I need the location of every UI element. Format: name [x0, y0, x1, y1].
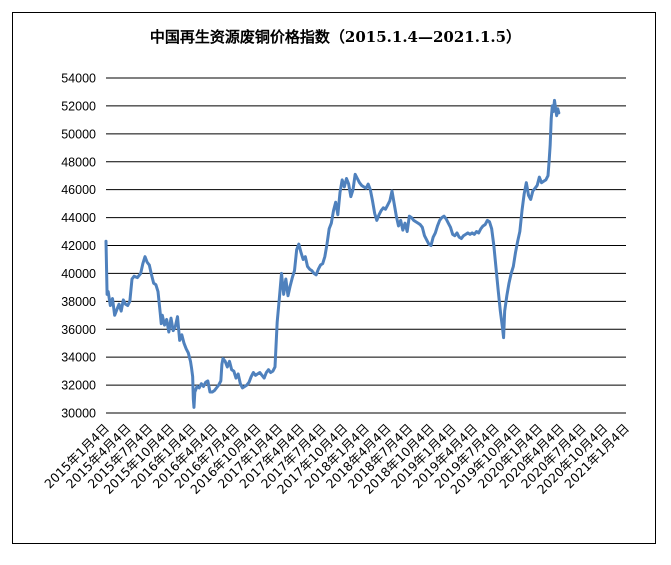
y-tick-label: 50000: [61, 127, 96, 141]
series-group: [104, 98, 561, 409]
y-tick-label: 34000: [61, 351, 96, 365]
y-tick-label: 30000: [61, 407, 96, 421]
chart-title: 中国再生资源废铜价格指数（2015.1.4—2021.1.5）: [149, 28, 522, 46]
y-tick-label: 40000: [61, 267, 96, 281]
y-axis-ticks: 30000 32000 34000 36000 38000 40000 42000 44000…: [61, 72, 96, 421]
gridlines: [106, 77, 626, 414]
series-line: [104, 98, 561, 409]
x-axis-ticks: 2015年1月4日2015年4月4日2015年7月4日2015年10月4日201…: [41, 421, 632, 497]
chart-frame: [12, 12, 656, 544]
y-tick-label: 38000: [61, 295, 96, 309]
y-tick-label: 52000: [61, 99, 96, 113]
y-tick-label: 46000: [61, 183, 96, 197]
y-tick-label: 32000: [61, 379, 96, 393]
y-tick-label: 36000: [61, 323, 96, 337]
y-tick-label: 54000: [61, 72, 96, 86]
y-tick-label: 48000: [61, 155, 96, 169]
y-tick-label: 42000: [61, 239, 96, 253]
y-tick-label: 44000: [61, 211, 96, 225]
